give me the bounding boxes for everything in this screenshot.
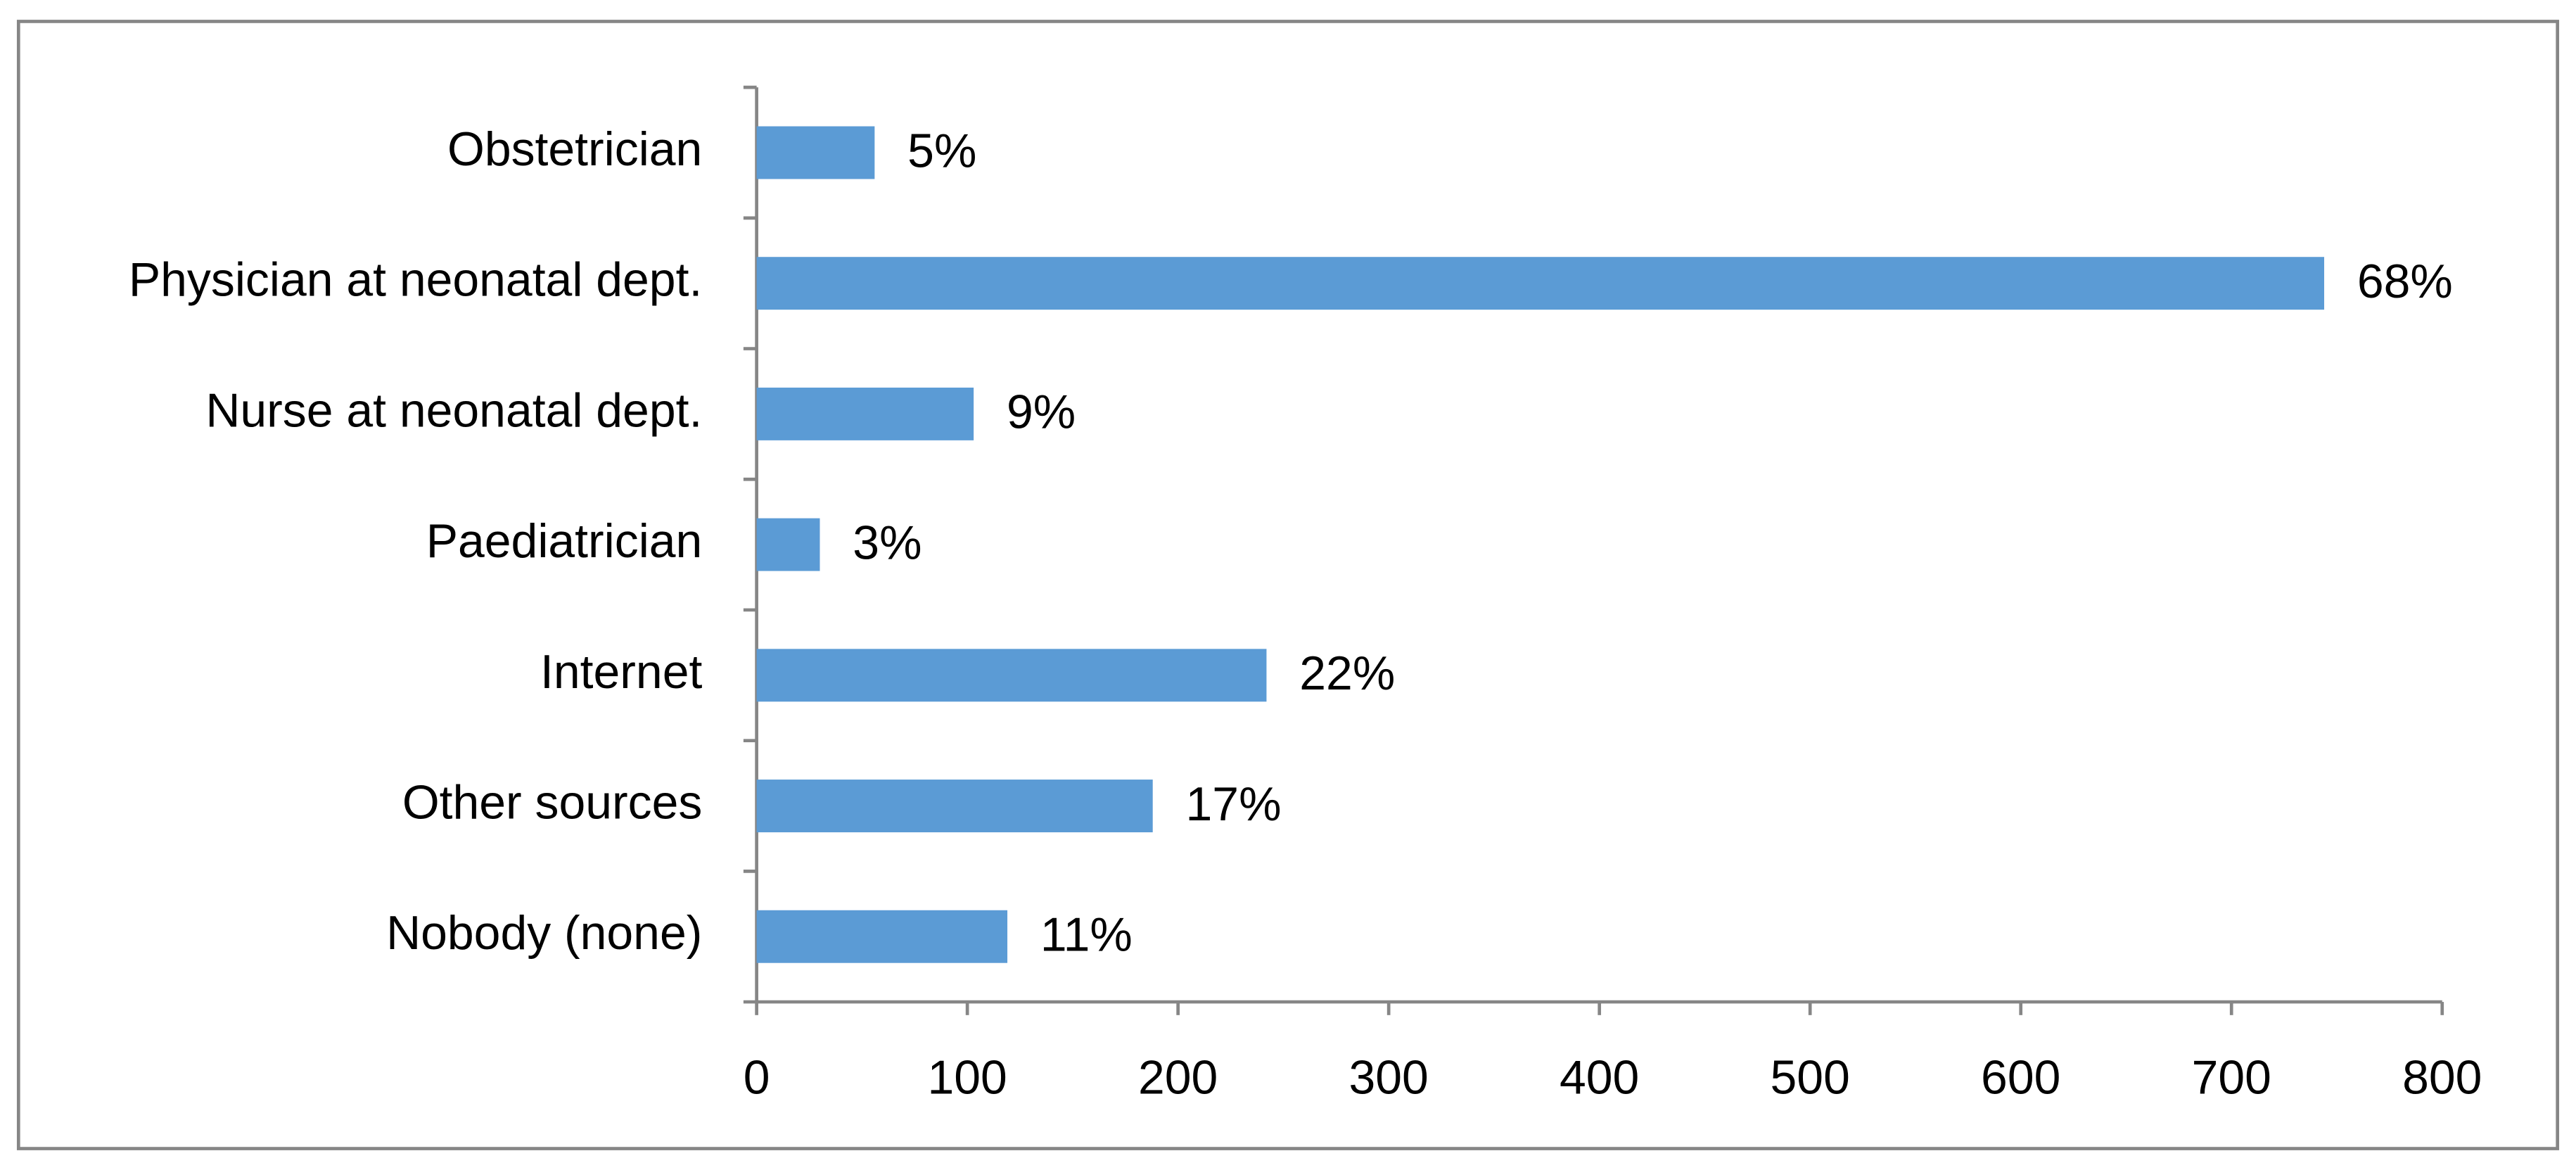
bar — [756, 780, 1153, 833]
x-tick-label: 200 — [1138, 1051, 1218, 1104]
bar — [756, 387, 974, 440]
x-tick-label: 300 — [1349, 1051, 1429, 1104]
bar — [756, 518, 820, 571]
y-tick-label: Internet — [540, 646, 702, 699]
chart-border — [16, 20, 2560, 1150]
value-label: 68% — [2357, 255, 2453, 308]
bar — [756, 649, 1267, 702]
y-tick-label: Obstetrician — [447, 123, 702, 176]
y-tick-label: Nurse at neonatal dept. — [205, 384, 702, 437]
y-tick-label: Physician at neonatal dept. — [129, 254, 702, 307]
x-tick-label: 400 — [1560, 1051, 1639, 1104]
x-tick-label: 800 — [2402, 1051, 2482, 1104]
x-tick-label: 0 — [744, 1051, 770, 1104]
value-label: 5% — [907, 125, 976, 177]
x-tick-label: 500 — [1771, 1051, 1850, 1104]
bar — [756, 257, 2325, 310]
value-label: 17% — [1186, 778, 1282, 831]
x-tick-label: 100 — [927, 1051, 1007, 1104]
value-label: 9% — [1007, 386, 1076, 439]
x-tick-label: 700 — [2192, 1051, 2271, 1104]
value-label: 11% — [1040, 909, 1133, 962]
y-tick-label: Other sources — [402, 776, 702, 829]
bar — [756, 126, 875, 179]
y-tick-label: Paediatrician — [426, 515, 703, 568]
y-tick-label: Nobody (none) — [386, 907, 702, 960]
value-label: 3% — [853, 516, 922, 569]
value-label: 22% — [1299, 647, 1395, 700]
x-tick-label: 600 — [1981, 1051, 2060, 1104]
bar — [756, 910, 1008, 963]
